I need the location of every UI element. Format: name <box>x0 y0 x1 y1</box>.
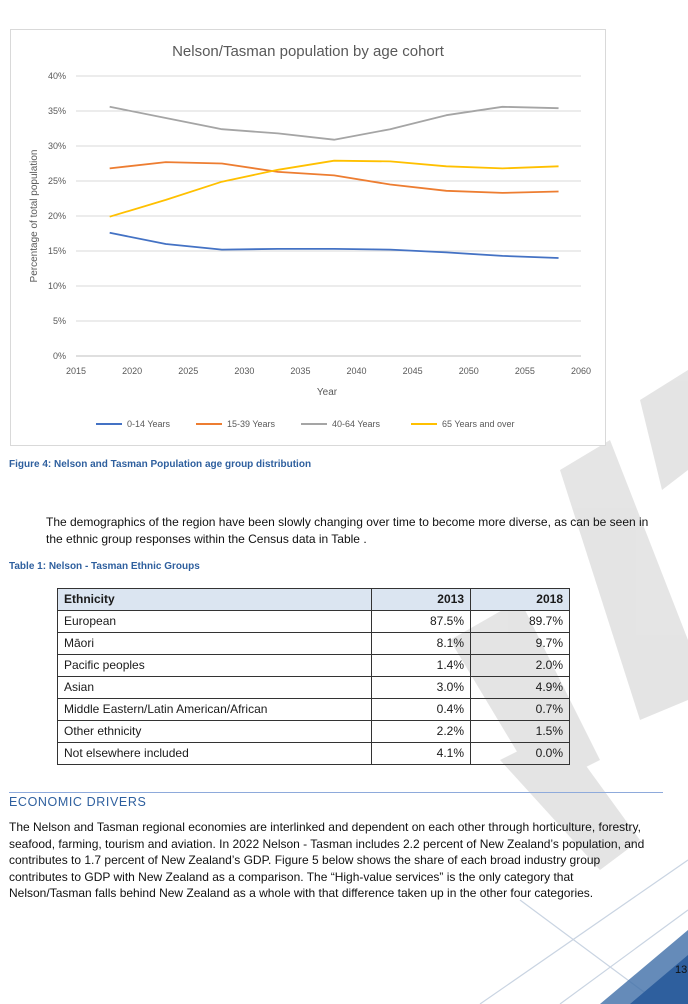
series-line-1 <box>109 231 559 259</box>
value-2018-cell: 4.9% <box>470 676 570 699</box>
y-tick-label: 5% <box>53 316 66 326</box>
legend-item: 65 Years and over <box>411 419 515 429</box>
y-tick-label: 10% <box>48 281 66 291</box>
demographics-paragraph: The demographics of the region have been… <box>46 515 649 546</box>
legend-label: 65 Years and over <box>442 419 515 429</box>
x-tick-label: 2050 <box>459 366 479 376</box>
figure-caption: Figure 4: Nelson and Tasman Population a… <box>9 459 312 470</box>
value-2018-cell: 89.7% <box>470 610 570 633</box>
value-2018-cell: 0.0% <box>470 742 570 765</box>
line-chart: Nelson/Tasman population by age cohort 0… <box>29 43 591 429</box>
series-line-3 <box>109 105 559 141</box>
header-2013: 2013 <box>371 588 471 611</box>
table-row: Māori 8.1% 9.7% <box>57 632 570 655</box>
y-tick-label: 20% <box>48 211 66 221</box>
value-2018-cell: 2.0% <box>470 654 570 677</box>
section-divider <box>9 792 663 793</box>
y-axis-label: Percentage of total population <box>29 150 40 283</box>
y-tick-label: 0% <box>53 351 66 361</box>
table-row: Asian 3.0% 4.9% <box>57 676 570 699</box>
x-tick-label: 2025 <box>178 366 198 376</box>
x-axis-label: Year <box>317 387 338 398</box>
value-2013-cell: 2.2% <box>371 720 471 743</box>
legend-label: 15-39 Years <box>227 419 276 429</box>
legend-item: 15-39 Years <box>196 419 276 429</box>
value-2013-cell: 1.4% <box>371 654 471 677</box>
value-2013-cell: 3.0% <box>371 676 471 699</box>
table-header-row: Ethnicity 2013 2018 <box>57 588 570 611</box>
legend-label: 40-64 Years <box>332 419 381 429</box>
value-2013-cell: 87.5% <box>371 610 471 633</box>
table-row: European 87.5% 89.7% <box>57 610 570 633</box>
section-heading: ECONOMIC DRIVERS <box>9 795 147 809</box>
value-2018-cell: 0.7% <box>470 698 570 721</box>
ethnicity-cell: Māori <box>57 632 372 655</box>
legend-item: 0-14 Years <box>96 419 171 429</box>
ethnicity-cell: Pacific peoples <box>57 654 372 677</box>
x-tick-label: 2040 <box>347 366 367 376</box>
value-2018-cell: 1.5% <box>470 720 570 743</box>
x-tick-label: 2055 <box>515 366 535 376</box>
chart-container: Nelson/Tasman population by age cohort 0… <box>10 29 606 446</box>
x-tick-label: 2060 <box>571 366 591 376</box>
economic-drivers-paragraph: The Nelson and Tasman regional economies… <box>9 820 645 900</box>
value-2013-cell: 8.1% <box>371 632 471 655</box>
table-caption: Table 1: Nelson - Tasman Ethnic Groups <box>9 561 200 572</box>
table-row: Other ethnicity 2.2% 1.5% <box>57 720 570 743</box>
x-tick-label: 2020 <box>122 366 142 376</box>
legend-item: 40-64 Years <box>301 419 381 429</box>
header-ethnicity: Ethnicity <box>57 588 372 611</box>
header-2018: 2018 <box>470 588 570 611</box>
value-2013-cell: 4.1% <box>371 742 471 765</box>
table-row: Not elsewhere included 4.1% 0.0% <box>57 742 570 765</box>
ethnic-groups-table: Ethnicity 2013 2018 European 87.5% 89.7%… <box>57 588 570 765</box>
x-tick-label: 2045 <box>403 366 423 376</box>
legend-label: 0-14 Years <box>127 419 171 429</box>
page-number: 13 <box>675 964 688 976</box>
series-line-2 <box>109 161 559 194</box>
x-tick-label: 2035 <box>290 366 310 376</box>
table-row: Middle Eastern/Latin American/African 0.… <box>57 698 570 721</box>
x-tick-label: 2030 <box>234 366 254 376</box>
ethnicity-cell: Not elsewhere included <box>57 742 372 765</box>
y-tick-label: 25% <box>48 176 66 186</box>
series-line-4 <box>109 159 559 218</box>
y-tick-label: 40% <box>48 71 66 81</box>
ethnicity-cell: Middle Eastern/Latin American/African <box>57 698 372 721</box>
ethnicity-cell: European <box>57 610 372 633</box>
x-tick-label: 2015 <box>66 366 86 376</box>
y-tick-label: 35% <box>48 106 66 116</box>
table-row: Pacific peoples 1.4% 2.0% <box>57 654 570 677</box>
ethnicity-cell: Other ethnicity <box>57 720 372 743</box>
ethnicity-cell: Asian <box>57 676 372 699</box>
chart-title: Nelson/Tasman population by age cohort <box>172 43 445 60</box>
y-tick-label: 15% <box>48 246 66 256</box>
y-tick-label: 30% <box>48 141 66 151</box>
value-2018-cell: 9.7% <box>470 632 570 655</box>
value-2013-cell: 0.4% <box>371 698 471 721</box>
